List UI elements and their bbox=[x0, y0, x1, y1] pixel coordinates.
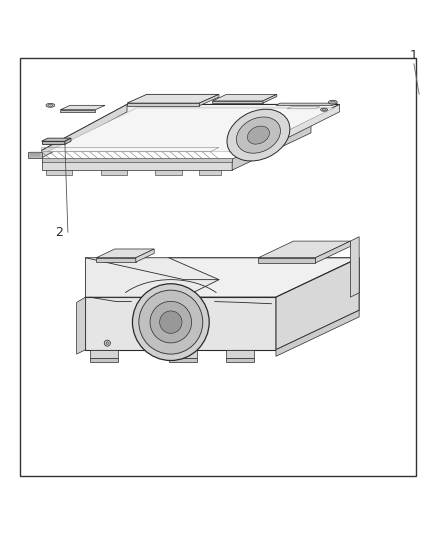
Ellipse shape bbox=[46, 103, 55, 107]
Polygon shape bbox=[46, 170, 72, 174]
Polygon shape bbox=[169, 359, 197, 362]
Polygon shape bbox=[65, 138, 71, 144]
Polygon shape bbox=[199, 94, 219, 106]
Polygon shape bbox=[232, 122, 311, 170]
Polygon shape bbox=[42, 158, 232, 162]
Polygon shape bbox=[169, 350, 197, 359]
Polygon shape bbox=[247, 104, 339, 158]
Polygon shape bbox=[47, 108, 334, 152]
Polygon shape bbox=[315, 241, 350, 263]
Polygon shape bbox=[199, 170, 221, 174]
Polygon shape bbox=[258, 241, 350, 258]
Polygon shape bbox=[42, 138, 71, 141]
Ellipse shape bbox=[321, 108, 328, 111]
Polygon shape bbox=[42, 141, 65, 144]
Polygon shape bbox=[96, 258, 136, 262]
Ellipse shape bbox=[322, 109, 326, 110]
Polygon shape bbox=[85, 258, 219, 297]
Polygon shape bbox=[226, 350, 254, 359]
Polygon shape bbox=[90, 359, 118, 362]
Polygon shape bbox=[155, 170, 182, 174]
Polygon shape bbox=[60, 106, 105, 110]
Ellipse shape bbox=[150, 301, 191, 343]
Polygon shape bbox=[276, 103, 337, 106]
Polygon shape bbox=[85, 297, 276, 350]
Polygon shape bbox=[212, 101, 263, 103]
Polygon shape bbox=[42, 104, 127, 158]
Ellipse shape bbox=[330, 101, 336, 103]
Polygon shape bbox=[287, 107, 320, 109]
Polygon shape bbox=[127, 103, 199, 106]
Polygon shape bbox=[212, 94, 277, 101]
Polygon shape bbox=[350, 237, 359, 297]
Polygon shape bbox=[42, 104, 339, 150]
Polygon shape bbox=[60, 110, 95, 112]
Ellipse shape bbox=[104, 340, 110, 346]
Text: 2: 2 bbox=[55, 226, 63, 239]
Polygon shape bbox=[85, 258, 359, 297]
Ellipse shape bbox=[106, 342, 109, 344]
Polygon shape bbox=[90, 350, 118, 359]
Ellipse shape bbox=[237, 117, 280, 153]
Ellipse shape bbox=[247, 126, 269, 144]
Ellipse shape bbox=[48, 104, 53, 107]
Text: 1: 1 bbox=[410, 49, 418, 61]
Polygon shape bbox=[77, 297, 85, 354]
Ellipse shape bbox=[159, 311, 182, 333]
Polygon shape bbox=[42, 159, 232, 170]
Polygon shape bbox=[263, 94, 277, 103]
Polygon shape bbox=[127, 94, 219, 103]
Ellipse shape bbox=[227, 109, 290, 161]
Polygon shape bbox=[96, 249, 154, 258]
Polygon shape bbox=[28, 152, 42, 158]
Polygon shape bbox=[258, 258, 315, 263]
Ellipse shape bbox=[132, 284, 209, 360]
Polygon shape bbox=[136, 249, 154, 262]
Polygon shape bbox=[276, 310, 359, 356]
Ellipse shape bbox=[328, 100, 337, 104]
Polygon shape bbox=[276, 258, 359, 350]
Ellipse shape bbox=[139, 290, 203, 354]
Polygon shape bbox=[101, 170, 127, 174]
Polygon shape bbox=[226, 359, 254, 362]
